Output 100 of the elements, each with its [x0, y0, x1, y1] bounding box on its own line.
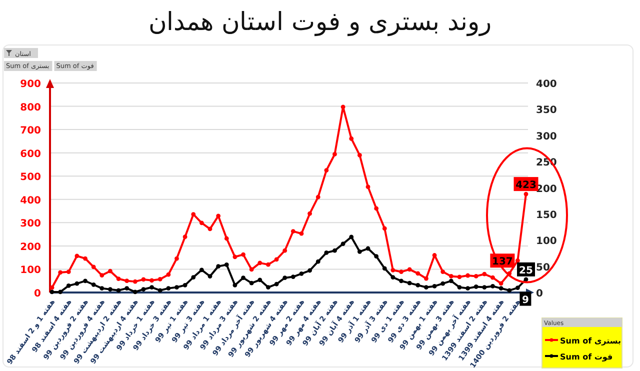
point	[150, 285, 154, 290]
point	[158, 277, 162, 282]
y-tick-label: 300	[20, 218, 42, 230]
point	[58, 290, 63, 294]
point	[366, 246, 370, 251]
point	[83, 278, 88, 284]
point	[324, 250, 329, 255]
y2-tick-label: 400	[536, 79, 557, 90]
point	[74, 254, 80, 258]
point	[390, 268, 396, 272]
point	[274, 257, 279, 262]
point	[74, 281, 80, 286]
point	[424, 285, 428, 290]
point	[290, 274, 296, 279]
point	[158, 288, 162, 293]
y-tick-label: 500	[20, 172, 42, 184]
point	[448, 274, 454, 278]
y-tick-label: 700	[20, 126, 42, 137]
point	[266, 262, 270, 267]
point	[299, 271, 304, 276]
point	[299, 231, 304, 236]
title: روند بستری و فوت استان همدان	[148, 7, 492, 36]
point	[390, 275, 396, 280]
point	[457, 285, 462, 290]
point	[382, 226, 387, 231]
point	[241, 252, 246, 257]
data-label: 25	[519, 265, 533, 276]
point	[258, 260, 262, 266]
y2-tick-label: 100	[536, 236, 557, 248]
point	[366, 184, 370, 190]
point	[266, 285, 270, 290]
y-tick-label: 0	[34, 288, 42, 300]
point	[50, 290, 54, 294]
point	[166, 272, 171, 277]
point	[466, 286, 470, 291]
point	[216, 264, 221, 269]
y-tick-label: 400	[20, 195, 42, 206]
point	[515, 258, 520, 263]
point	[416, 271, 420, 276]
point	[124, 286, 130, 291]
point	[440, 270, 446, 274]
point	[498, 286, 504, 291]
y2-tick-label: 150	[536, 210, 557, 221]
legend-label: Sum of بستری	[560, 336, 622, 346]
point	[448, 278, 454, 284]
point	[399, 270, 404, 274]
point	[258, 278, 262, 282]
point	[58, 270, 63, 275]
y2-tick-label: 200	[536, 184, 557, 195]
point	[166, 286, 171, 291]
point	[199, 220, 204, 226]
point	[116, 288, 121, 293]
point	[474, 274, 478, 278]
point	[432, 284, 437, 288]
point	[308, 211, 312, 216]
data-label: 423	[516, 180, 536, 192]
point	[349, 136, 354, 141]
point	[374, 206, 379, 211]
point	[199, 268, 204, 272]
point	[100, 273, 104, 278]
point	[482, 285, 487, 290]
point	[407, 267, 412, 272]
legend-label: Sum of فوت	[560, 352, 613, 362]
point	[507, 288, 512, 293]
point	[399, 278, 404, 284]
y2-tick-label: 0	[536, 288, 543, 300]
point	[308, 268, 312, 273]
point	[182, 234, 188, 240]
point	[66, 283, 71, 288]
point	[349, 234, 354, 240]
point	[490, 275, 495, 280]
point	[340, 242, 346, 246]
point	[174, 285, 179, 290]
point	[224, 262, 229, 267]
point	[216, 214, 221, 218]
point	[407, 280, 412, 286]
point	[124, 278, 130, 284]
point	[357, 152, 362, 158]
y2-tick-label: 350	[536, 105, 557, 116]
point	[191, 275, 196, 280]
point	[282, 276, 288, 280]
point	[374, 254, 379, 259]
point	[108, 287, 112, 292]
point	[432, 253, 437, 258]
point	[524, 192, 528, 196]
point	[357, 249, 362, 254]
point	[141, 287, 146, 292]
point	[150, 278, 154, 283]
y-tick-label: 900	[20, 79, 42, 90]
point	[316, 194, 320, 200]
point	[91, 282, 96, 287]
point	[440, 281, 446, 286]
point	[274, 282, 279, 286]
point	[241, 276, 246, 280]
point	[83, 256, 88, 261]
point	[474, 284, 478, 289]
point	[416, 282, 420, 288]
point	[66, 270, 71, 274]
point	[132, 279, 138, 284]
y-tick-label: 600	[20, 148, 42, 160]
